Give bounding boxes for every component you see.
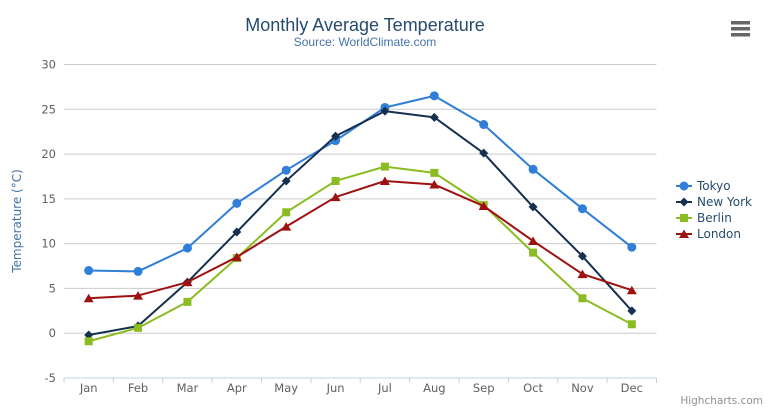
data-point-marker[interactable] [281,176,291,186]
data-point-marker[interactable] [133,266,143,276]
data-point-marker[interactable] [331,131,341,141]
x-axis-label: Apr [227,381,247,395]
data-point-marker[interactable] [84,337,93,346]
data-point-marker[interactable] [626,285,637,295]
data-point-marker[interactable] [281,165,291,175]
data-point-marker[interactable] [577,269,588,279]
data-point-marker [679,229,689,238]
x-axis-label: Jan [79,381,98,395]
data-point-marker[interactable] [627,306,637,316]
data-point-marker[interactable] [330,192,341,202]
data-point-marker[interactable] [429,180,440,189]
series-line [87,94,633,273]
data-point-marker[interactable] [577,204,587,214]
series-line [87,165,633,343]
x-axis-label: Mar [177,381,199,395]
data-point-marker[interactable] [183,297,192,306]
data-point-marker [679,197,689,207]
data-point-marker[interactable] [282,208,291,217]
data-point-marker [679,181,689,191]
data-point-marker[interactable] [479,120,489,130]
x-axis-label: Oct [523,381,543,395]
y-axis-label: 30 [41,58,56,72]
series-london [83,176,637,303]
y-axis-label: 5 [49,281,56,295]
x-axis-label: Feb [128,381,148,395]
x-axis-label: May [274,381,298,395]
x-axis-label: Aug [423,381,445,395]
data-point-marker[interactable] [84,266,94,276]
legend-item-london[interactable]: London [676,227,741,241]
data-point-marker[interactable] [379,176,390,185]
data-point-marker[interactable] [281,222,292,231]
chart-subtitle: Source: WorldClimate.com [294,35,437,49]
data-point-marker[interactable] [429,112,439,122]
data-point-marker[interactable] [232,198,242,208]
data-point-marker[interactable] [84,330,94,340]
data-point-marker [680,214,688,222]
data-point-marker[interactable] [133,291,144,300]
series-lines [83,91,637,346]
data-point-marker[interactable] [528,236,539,245]
chart-title: Monthly Average Temperature [245,15,484,35]
series-tokyo [84,91,637,276]
data-point-marker[interactable] [528,202,538,212]
y-axis-label: 25 [41,102,56,116]
data-point-marker[interactable] [528,164,538,174]
y-axis-label: 10 [41,237,56,251]
series-new-york [84,106,637,340]
data-point-marker[interactable] [429,91,439,101]
y-axis-label: 15 [41,192,56,206]
data-point-marker[interactable] [627,320,636,329]
legend-item-label: London [697,227,741,241]
legend-item-label: Berlin [697,211,732,225]
data-point-marker[interactable] [231,252,242,262]
y-axis-label: 0 [49,326,56,340]
legend-item-tokyo[interactable]: Tokyo [676,179,731,193]
data-point-marker[interactable] [380,162,389,171]
data-point-marker[interactable] [577,251,587,261]
y-axis-title: Temperature (°C) [10,169,24,274]
x-axis-label: Jun [326,381,345,395]
data-point-marker[interactable] [627,242,637,252]
series-line [87,179,633,300]
y-axis-label: -5 [45,371,56,385]
data-point-marker[interactable] [134,323,143,332]
data-point-marker[interactable] [232,227,242,237]
data-point-marker[interactable] [430,168,439,177]
data-point-marker[interactable] [529,248,538,257]
x-axis-label: Nov [571,381,594,395]
data-point-marker[interactable] [380,106,390,116]
data-point-marker[interactable] [182,277,193,287]
credits-link[interactable]: Highcharts.com [680,395,763,407]
x-axis-label: Sep [473,381,495,395]
legend: Tokyo New York Berlin London [676,179,752,241]
hamburger-menu-icon [731,21,750,37]
data-point-marker[interactable] [331,176,340,185]
context-menu-button[interactable] [731,21,750,37]
x-axis-label: Jul [377,381,392,395]
series-line [87,110,633,337]
x-axis-label: Dec [621,381,643,395]
data-point-marker[interactable] [182,243,192,253]
data-point-marker[interactable] [479,148,489,158]
y-axis-label: 20 [41,147,56,161]
data-point-marker[interactable] [578,294,587,303]
gridlines: -5 0 5 10 15 20 25 30 [41,58,657,385]
legend-item-new-york[interactable]: New York [676,195,752,209]
legend-item-label: Tokyo [696,179,731,193]
data-point-marker[interactable] [478,201,489,211]
axes: Jan Feb Mar Apr May Jun Jul Aug Sep Oct Nov Dec [63,377,657,395]
legend-item-berlin[interactable]: Berlin [676,211,732,225]
legend-item-label: New York [697,195,752,209]
data-point-marker[interactable] [83,293,94,303]
